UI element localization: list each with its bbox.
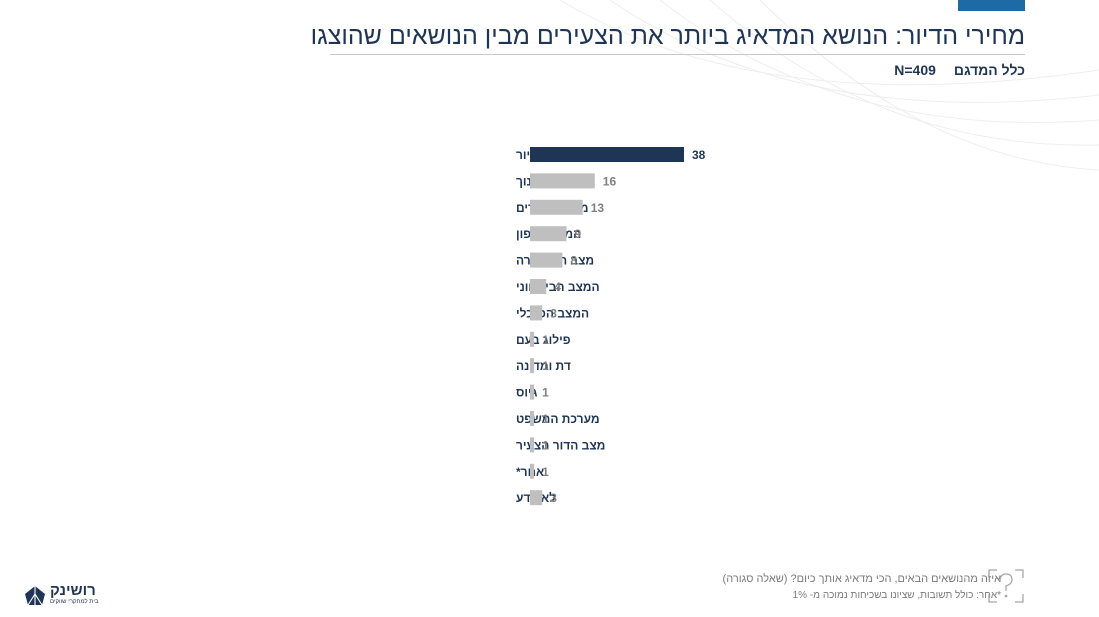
category-label: גיוס <box>516 386 538 400</box>
value-label: 8 <box>570 254 577 268</box>
category-label: פילוג בעם <box>516 333 571 347</box>
sample-label: כלל המדגם <box>953 62 1025 78</box>
page-title: מחירי הדיור: הנושא המדאיג ביותר את הצעיר… <box>310 22 1025 50</box>
bar <box>530 226 567 242</box>
bar <box>530 173 595 189</box>
value-label: 1 <box>542 438 549 452</box>
value-label: 1 <box>542 359 549 373</box>
survey-question: איזה מהנושאים הבאים, הכי מדאיג אותך כיום… <box>722 573 1001 585</box>
category-label: מצב הדור הצעיר <box>516 438 605 452</box>
bar <box>530 437 535 453</box>
bar <box>530 199 583 215</box>
value-label: 1 <box>542 333 549 347</box>
house-logo-icon <box>25 586 45 606</box>
value-label: 4 <box>554 280 561 294</box>
bar <box>530 331 535 347</box>
bar <box>530 279 547 294</box>
footnote: *אחר: כולל תשובות, שציונו בשכיחות נמוכה … <box>792 590 1001 601</box>
bar <box>530 463 535 479</box>
logo-tagline: בית למחקרי שווקים <box>50 599 99 605</box>
category-label: דת ומדינה <box>516 359 571 373</box>
category-label: מערכת המשפט <box>516 412 600 426</box>
logo-name: רושינק <box>50 582 96 599</box>
value-label: 9 <box>575 227 582 241</box>
bar <box>530 358 535 374</box>
bar <box>530 411 535 426</box>
question-mark-icon <box>988 569 1024 603</box>
value-label: 16 <box>603 174 617 188</box>
bar <box>530 305 543 321</box>
sample-size: N=409 <box>894 62 936 78</box>
value-label: 1 <box>542 465 549 479</box>
bar <box>530 490 543 506</box>
sample-info: כלל המדגם N=409 <box>894 62 1025 78</box>
value-label: 1 <box>542 412 549 426</box>
bar <box>530 252 563 268</box>
bar <box>530 147 684 162</box>
value-label: 38 <box>692 148 706 162</box>
title-divider <box>330 54 1025 55</box>
bar <box>530 384 535 400</box>
value-label: 3 <box>550 306 557 320</box>
value-label: 1 <box>542 386 549 400</box>
company-logo: רושינק בית למחקרי שווקים <box>24 582 119 608</box>
value-label: 13 <box>591 201 605 215</box>
value-label: 3 <box>550 491 557 505</box>
